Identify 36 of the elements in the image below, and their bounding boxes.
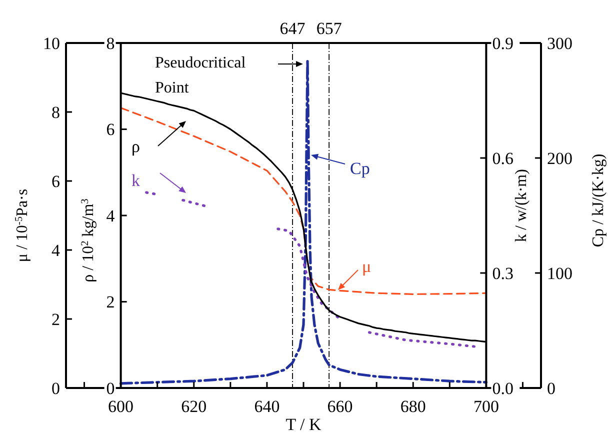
y3-tick-label: 0.0 bbox=[492, 378, 514, 398]
y3-tick-label: 0.6 bbox=[492, 148, 514, 168]
ref-line-label: 647 bbox=[280, 18, 306, 38]
y-tick-label: 6 bbox=[52, 172, 60, 191]
y-tick-label: 2 bbox=[52, 310, 60, 329]
y-tick-label: 6 bbox=[106, 120, 115, 140]
y3-axis-title: k / w/(k·m) bbox=[513, 169, 530, 242]
x-tick-label: 680 bbox=[400, 396, 426, 416]
y-tick-label: 0 bbox=[106, 378, 115, 398]
y-tick-label: 4 bbox=[52, 240, 60, 260]
y2-tick-label: 200 bbox=[547, 148, 572, 168]
ref-line-label: 657 bbox=[316, 18, 342, 38]
y2-tick-label: 0 bbox=[547, 378, 556, 398]
y-tick-label: 10 bbox=[43, 34, 60, 53]
series-label: k bbox=[132, 170, 140, 190]
y-tick-label: 0 bbox=[52, 378, 60, 398]
y-tick-label: 8 bbox=[106, 34, 115, 53]
y3-tick-label: 0.9 bbox=[492, 34, 514, 53]
y2-axis-title: Cp / kJ/(K·kg) bbox=[590, 154, 607, 248]
x-tick-label: 620 bbox=[181, 396, 207, 416]
y2-tick-label: 300 bbox=[547, 34, 572, 53]
annotation: Pseudocritical Point bbox=[155, 54, 246, 96]
legend-label: Cp bbox=[350, 158, 370, 178]
y3-tick-label: 0.3 bbox=[492, 264, 514, 283]
y-tick-label: 2 bbox=[106, 292, 115, 312]
y-tick-label: 8 bbox=[52, 102, 60, 122]
x-axis-title: T / K bbox=[286, 415, 322, 434]
x-tick-label: 640 bbox=[254, 396, 280, 416]
y-tick-label: 4 bbox=[106, 206, 116, 226]
y2-tick-label: 100 bbox=[547, 264, 572, 283]
legend-label: ρ bbox=[132, 136, 140, 156]
x-tick-label: 660 bbox=[327, 396, 353, 416]
x-tick-label: 700 bbox=[473, 396, 499, 416]
line-series bbox=[120, 107, 487, 295]
legend-label: μ bbox=[362, 256, 372, 276]
x-tick-label: 600 bbox=[108, 396, 134, 416]
